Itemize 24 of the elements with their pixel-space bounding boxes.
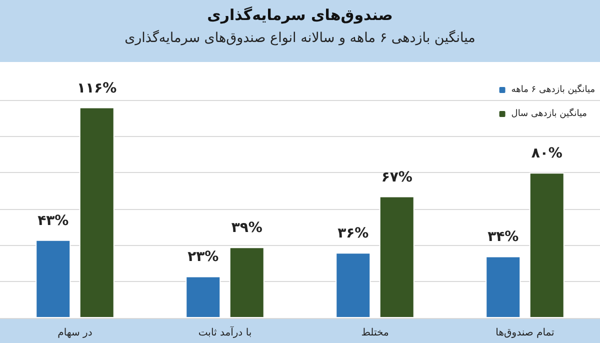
bar <box>36 240 71 318</box>
data-label: ۲۳% <box>188 249 219 266</box>
data-label: ۴۳% <box>38 212 69 229</box>
bar <box>229 247 264 318</box>
x-tick-label: تمام صندوق‌ها <box>496 328 555 338</box>
bar <box>529 172 564 318</box>
data-label: ۶۷% <box>381 169 412 186</box>
data-label: ۳۶% <box>338 226 369 242</box>
bar <box>186 276 221 318</box>
legend-label: میانگین بازدهی ۶ ماهه <box>511 83 596 95</box>
data-label: ۸۰% <box>531 146 562 162</box>
legend-label: میانگین بازدهی سال <box>511 107 588 119</box>
data-label: ۱۱۶% <box>77 80 117 96</box>
bar <box>79 107 114 318</box>
data-label: ۳۹% <box>231 220 262 236</box>
x-tick-label: مختلط <box>361 328 389 338</box>
data-label: ۳۴% <box>488 229 519 246</box>
bar <box>486 256 521 318</box>
chart-title: صندوق‌های سرمایه‌گذاری <box>206 5 394 24</box>
bar <box>379 196 414 318</box>
x-tick-label: در سهام <box>58 328 92 338</box>
x-tick-label: با درآمد ثابت <box>198 326 252 338</box>
chart-subtitle: میانگین بازدهی ۶ ماهه و سالانه انواع صندوق‌های سرمایه‌گذاری <box>124 30 476 46</box>
bar <box>336 252 371 318</box>
